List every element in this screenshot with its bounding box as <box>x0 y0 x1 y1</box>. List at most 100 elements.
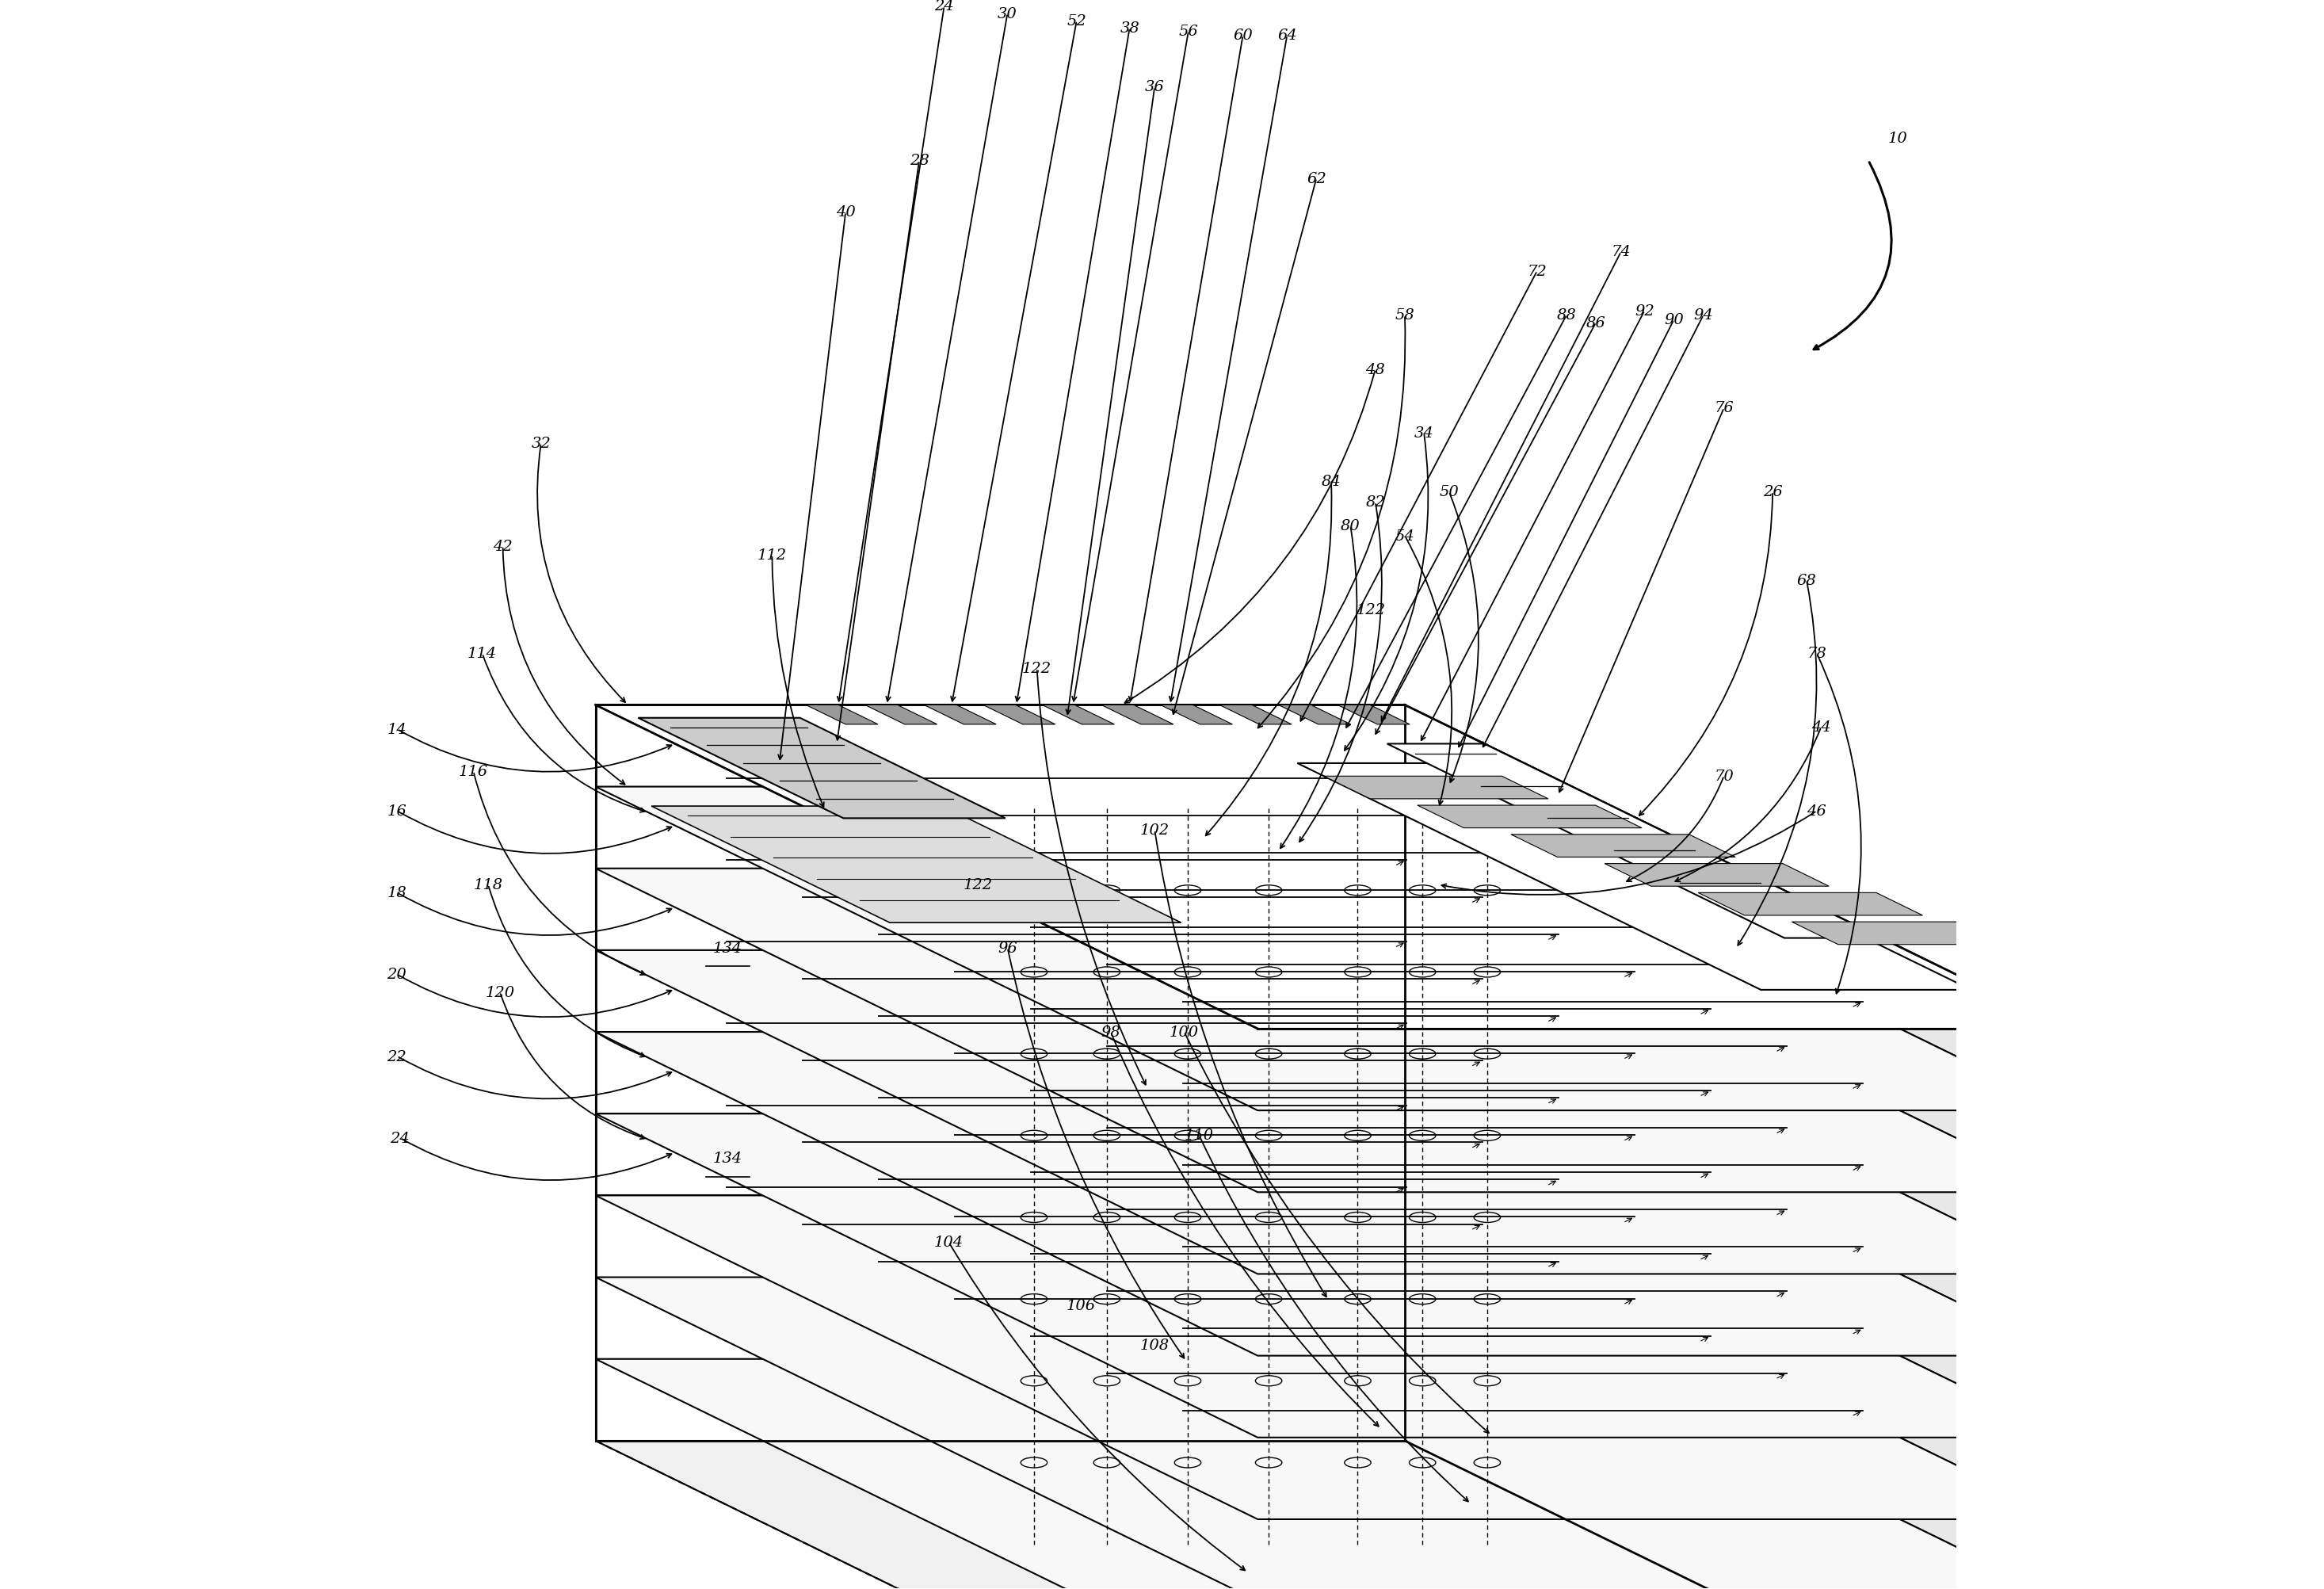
Text: 98: 98 <box>1102 1025 1120 1039</box>
Text: 32: 32 <box>532 437 551 451</box>
Text: 122: 122 <box>1357 602 1385 617</box>
Text: 10: 10 <box>1887 132 1908 146</box>
Polygon shape <box>1404 1359 2066 1589</box>
Polygon shape <box>1792 922 2017 945</box>
Polygon shape <box>1220 706 1292 725</box>
Text: 14: 14 <box>388 723 407 737</box>
Text: 56: 56 <box>1178 24 1199 38</box>
Text: 76: 76 <box>1715 400 1734 415</box>
Polygon shape <box>1387 744 1882 939</box>
Text: 50: 50 <box>1439 485 1459 499</box>
Polygon shape <box>1511 834 1736 858</box>
Text: 118: 118 <box>474 877 502 891</box>
Polygon shape <box>595 1033 1404 1114</box>
Text: 106: 106 <box>1067 1298 1097 1313</box>
Polygon shape <box>595 869 1404 950</box>
Polygon shape <box>595 706 1404 787</box>
Text: 58: 58 <box>1394 308 1415 323</box>
Text: 20: 20 <box>388 968 407 982</box>
Polygon shape <box>1404 1278 2066 1589</box>
Polygon shape <box>1160 706 1232 725</box>
Polygon shape <box>1041 706 1113 725</box>
Polygon shape <box>595 950 2066 1274</box>
Text: 62: 62 <box>1306 172 1327 186</box>
Text: 24: 24 <box>934 0 955 14</box>
Text: 38: 38 <box>1120 22 1139 37</box>
Polygon shape <box>1404 1195 2066 1589</box>
Polygon shape <box>1297 764 1971 990</box>
Text: 64: 64 <box>1278 29 1297 43</box>
Polygon shape <box>595 1195 1404 1278</box>
Text: 100: 100 <box>1169 1025 1199 1039</box>
Text: 84: 84 <box>1322 475 1341 489</box>
Polygon shape <box>595 1033 2066 1355</box>
Polygon shape <box>925 706 997 725</box>
Text: 24: 24 <box>390 1131 409 1146</box>
Text: 92: 92 <box>1634 303 1655 318</box>
Polygon shape <box>595 1441 2066 1589</box>
Text: 70: 70 <box>1715 769 1734 783</box>
Text: 42: 42 <box>493 539 514 553</box>
Text: 60: 60 <box>1234 29 1253 43</box>
Polygon shape <box>595 1195 2066 1519</box>
Text: 88: 88 <box>1557 308 1576 323</box>
Polygon shape <box>865 706 937 725</box>
Text: 18: 18 <box>388 885 407 899</box>
Polygon shape <box>595 787 1404 869</box>
Text: 102: 102 <box>1141 823 1169 837</box>
Text: 46: 46 <box>1808 804 1827 818</box>
Polygon shape <box>595 950 1404 1033</box>
Text: 112: 112 <box>758 548 788 563</box>
Polygon shape <box>1418 806 1641 828</box>
Polygon shape <box>806 706 878 725</box>
Polygon shape <box>1699 893 1922 915</box>
Polygon shape <box>595 787 2066 1111</box>
Polygon shape <box>1604 864 1829 887</box>
Polygon shape <box>1404 787 2066 1192</box>
Text: 120: 120 <box>486 985 514 999</box>
Polygon shape <box>639 718 1006 818</box>
Text: 68: 68 <box>1796 574 1817 588</box>
Text: 116: 116 <box>458 764 488 779</box>
Polygon shape <box>1325 777 1548 799</box>
Text: 134: 134 <box>713 1152 744 1165</box>
Text: 16: 16 <box>388 804 407 818</box>
Polygon shape <box>595 1359 2066 1589</box>
Text: 114: 114 <box>467 647 497 661</box>
Polygon shape <box>595 1359 1404 1441</box>
Text: 90: 90 <box>1664 313 1685 327</box>
Text: 52: 52 <box>1067 14 1085 29</box>
Text: 30: 30 <box>997 6 1018 21</box>
Polygon shape <box>595 1278 2066 1589</box>
Polygon shape <box>595 1114 1404 1195</box>
Polygon shape <box>595 869 2066 1192</box>
Polygon shape <box>595 706 2066 1030</box>
Polygon shape <box>595 1114 2066 1438</box>
Text: 74: 74 <box>1611 245 1631 259</box>
Text: 122: 122 <box>964 877 992 891</box>
Text: 86: 86 <box>1587 316 1606 331</box>
Text: 134: 134 <box>713 941 744 955</box>
Polygon shape <box>1339 706 1411 725</box>
Polygon shape <box>1278 706 1350 725</box>
Polygon shape <box>1404 706 2066 1111</box>
Text: 22: 22 <box>388 1049 407 1063</box>
Polygon shape <box>651 807 1181 923</box>
Polygon shape <box>1404 1033 2066 1438</box>
Text: 94: 94 <box>1694 308 1713 323</box>
Text: 54: 54 <box>1394 529 1415 543</box>
Polygon shape <box>1404 1114 2066 1519</box>
Text: 108: 108 <box>1141 1338 1169 1352</box>
Text: 26: 26 <box>1764 485 1783 499</box>
Polygon shape <box>595 1278 1404 1359</box>
Text: 48: 48 <box>1367 362 1385 377</box>
Text: 36: 36 <box>1146 81 1164 95</box>
Polygon shape <box>1404 950 2066 1355</box>
Text: 104: 104 <box>934 1235 964 1249</box>
Polygon shape <box>983 706 1055 725</box>
Text: 82: 82 <box>1367 496 1385 510</box>
Text: 40: 40 <box>837 205 855 219</box>
Text: 78: 78 <box>1808 647 1827 661</box>
Text: 44: 44 <box>1810 720 1831 734</box>
Polygon shape <box>1102 706 1174 725</box>
